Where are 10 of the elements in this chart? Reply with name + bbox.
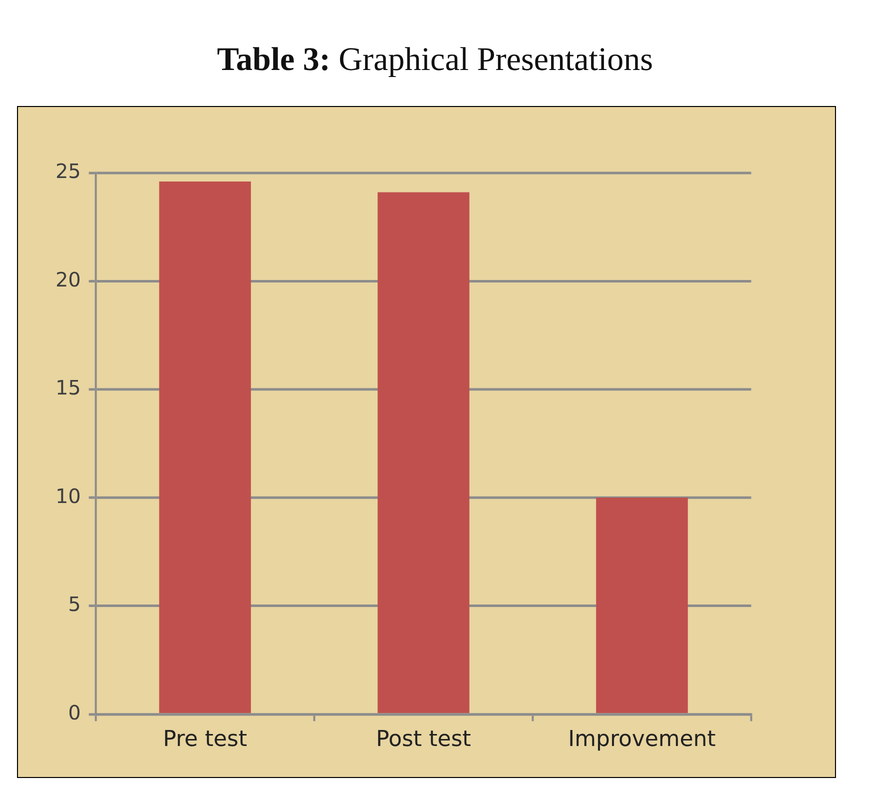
x-tick-label: Improvement [568,727,716,752]
y-tick-label: 5 [68,592,81,616]
y-tick-label: 25 [55,158,81,183]
x-tick-label: Pre test [163,727,248,752]
y-tick-label: 10 [55,484,81,508]
x-tick-label: Post test [376,727,472,752]
y-tick-label: 0 [68,700,81,724]
y-tick-label: 15 [55,376,81,400]
chart-title: Table 3: Graphical Presentations [217,42,653,78]
y-tick-label: 20 [55,267,81,292]
